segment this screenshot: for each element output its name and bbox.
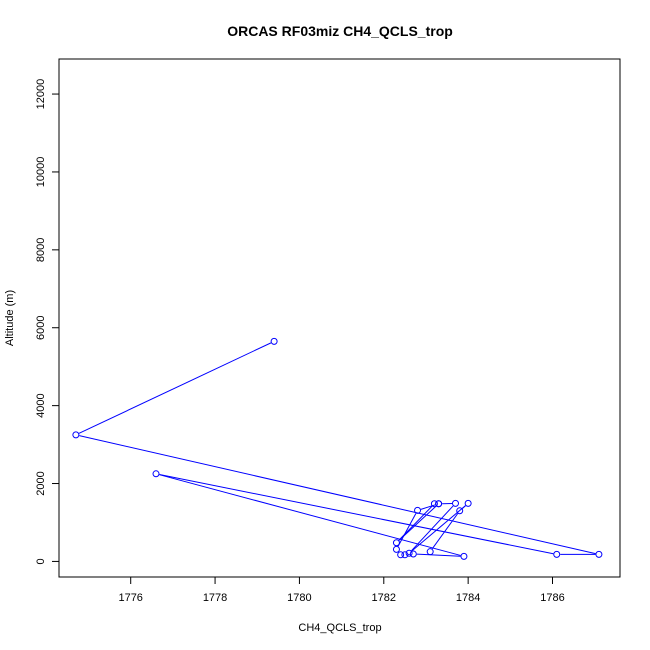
x-tick-label: 1778 — [203, 592, 227, 604]
y-tick-label: 4000 — [35, 393, 47, 417]
y-tick-label: 8000 — [35, 238, 47, 262]
data-point — [270, 337, 278, 345]
data-point — [152, 470, 160, 478]
data-point — [464, 499, 472, 507]
series-segment — [398, 505, 433, 541]
data-point — [553, 550, 561, 558]
data-point — [460, 552, 468, 560]
y-axis: 0 2000 4000 6000 8000 10000 12000 — [35, 79, 60, 564]
x-tick-label: 1780 — [287, 592, 311, 604]
data-point — [409, 550, 417, 558]
y-tick-label: 2000 — [35, 471, 47, 495]
series-segment — [411, 505, 466, 552]
y-axis-label: Altitude (m) — [4, 290, 16, 346]
data-point — [72, 431, 80, 439]
data-point — [435, 500, 443, 508]
y-tick-label: 10000 — [35, 157, 47, 188]
x-tick-label: 1784 — [456, 592, 480, 604]
series-segment — [78, 342, 272, 434]
data-point — [451, 499, 459, 507]
y-tick-label: 0 — [35, 558, 47, 564]
series-segment — [79, 435, 596, 555]
data-point — [456, 507, 464, 515]
series-segment — [397, 513, 417, 547]
series-segment — [431, 513, 459, 550]
data-point — [426, 548, 434, 556]
x-tick-label: 1786 — [540, 592, 564, 604]
data-point — [595, 550, 603, 558]
series-segment — [416, 553, 461, 557]
data-point — [392, 539, 400, 547]
series-segment — [420, 504, 436, 510]
plot-frame — [58, 58, 621, 578]
y-tick-label: 6000 — [35, 315, 47, 339]
data-point — [414, 506, 422, 514]
series-segment — [159, 474, 461, 556]
x-axis-label: CH4_QCLS_trop — [298, 622, 381, 634]
data-point — [392, 545, 400, 553]
series-segment — [398, 505, 437, 541]
y-tick-label: 12000 — [35, 79, 47, 110]
x-tick-label: 1782 — [372, 592, 396, 604]
series-segment — [411, 505, 454, 552]
x-tick-label: 1776 — [118, 592, 142, 604]
chart-title: ORCAS RF03miz CH4_QCLS_trop — [227, 23, 453, 39]
series-segment — [159, 473, 554, 555]
series-layer — [72, 337, 603, 560]
data-point — [430, 500, 438, 508]
data-point — [405, 549, 413, 557]
data-point — [401, 551, 409, 559]
x-axis: 1776 1778 1780 1782 1784 1786 — [118, 576, 565, 604]
data-point — [397, 551, 405, 559]
series-segment — [462, 505, 466, 509]
